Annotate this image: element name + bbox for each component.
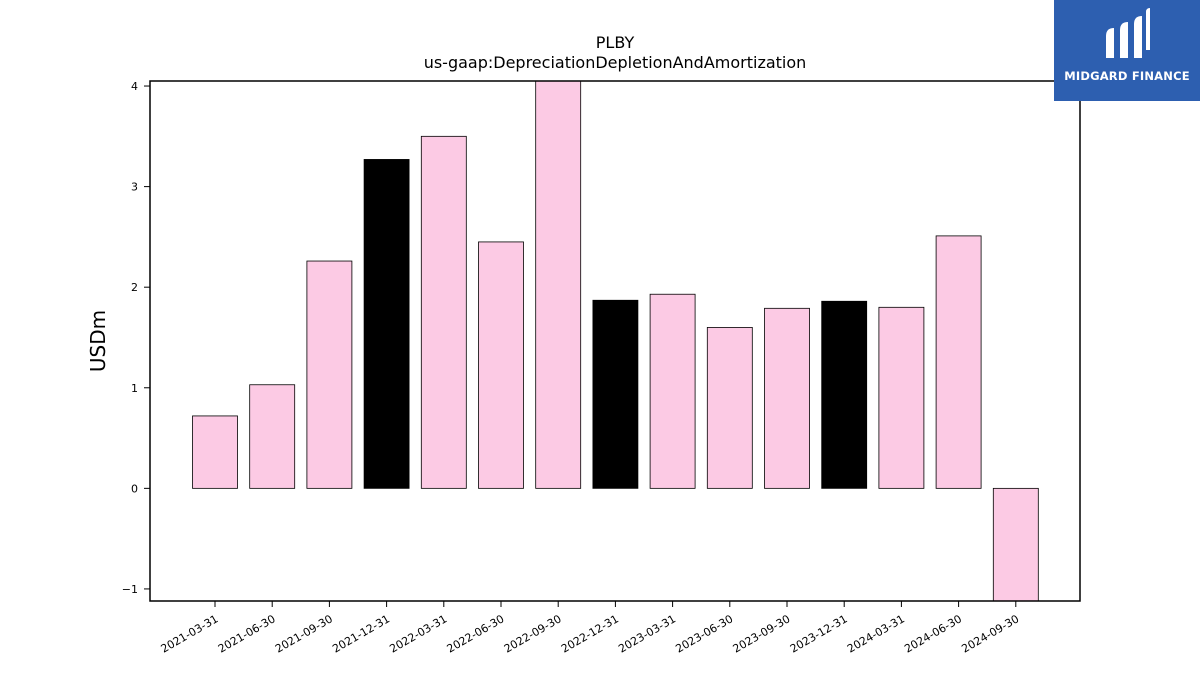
x-tick-label: 2021-03-31: [159, 612, 221, 655]
chart-subtitle: us-gaap:DepreciationDepletionAndAmortiza…: [424, 53, 807, 72]
y-tick-label: 1: [131, 382, 138, 395]
x-tick-label: 2023-09-30: [731, 612, 793, 655]
y-tick-label: 0: [131, 482, 138, 495]
bar-2024-03-31: [878, 306, 925, 489]
x-tick-label: 2024-09-30: [959, 612, 1021, 655]
x-tick-label: 2021-12-31: [330, 612, 392, 655]
y-axis-label: USDm: [86, 310, 110, 372]
bars: [192, 81, 1039, 601]
bar-2021-09-30: [306, 260, 353, 489]
bar-2022-06-30: [478, 241, 524, 489]
bar-2023-09-30: [764, 307, 810, 489]
x-tick-label: 2022-06-30: [445, 612, 507, 655]
bar-2022-03-31: [420, 135, 467, 489]
x-tick-label: 2021-06-30: [216, 612, 278, 655]
x-tick-label: 2024-06-30: [902, 612, 964, 655]
brand-name: MIDGARD FINANCE: [1064, 69, 1190, 83]
bar-2021-06-30: [249, 384, 296, 489]
y-tick-label: 3: [131, 181, 138, 194]
bar-2023-03-31: [649, 293, 696, 489]
y-tick-label: −1: [122, 583, 138, 596]
midgard-finance-logo: MIDGARD FINANCE: [1054, 0, 1200, 101]
chart-title: PLBY: [596, 33, 635, 52]
x-tick-label: 2022-03-31: [387, 612, 449, 655]
x-tick-label: 2023-12-31: [788, 612, 850, 655]
bar-2022-12-31: [592, 299, 639, 489]
bar-2023-12-31: [821, 300, 868, 489]
x-tick-label: 2021-09-30: [273, 612, 335, 655]
midgard-logo-icon: [1106, 8, 1150, 58]
bar-2022-09-30: [535, 81, 582, 489]
x-tick-label: 2023-06-30: [673, 612, 735, 655]
y-axis-ticks: −1 0 1 2 3 4: [122, 80, 150, 596]
bar-2024-06-30: [935, 235, 982, 489]
x-tick-label: 2024-03-31: [845, 612, 907, 655]
bar-2023-06-30: [706, 327, 753, 489]
x-tick-label: 2023-03-31: [616, 612, 678, 655]
bar-2021-03-31: [192, 415, 238, 489]
bar-2024-09-30: [992, 487, 1039, 601]
x-tick-label: 2022-09-30: [502, 612, 564, 655]
y-tick-label: 4: [131, 80, 138, 93]
y-tick-label: 2: [131, 281, 138, 294]
x-tick-label: 2022-12-31: [559, 612, 621, 655]
bar-2021-12-31: [363, 159, 410, 489]
x-axis-ticks: 2021-03-312021-06-302021-09-302021-12-31…: [159, 601, 1021, 656]
